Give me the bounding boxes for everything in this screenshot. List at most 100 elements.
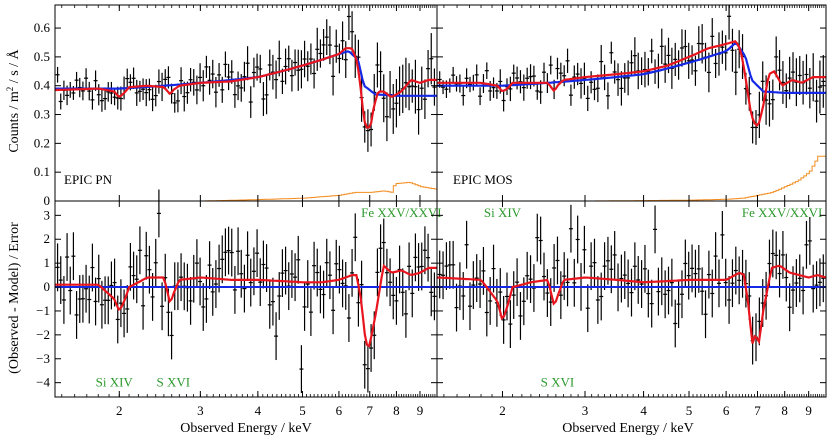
data-point: [188, 67, 193, 92]
data-point: [343, 41, 348, 79]
residual-point: [210, 267, 215, 316]
data-point: [337, 43, 342, 74]
residual-point: [817, 258, 822, 307]
labels-layer: Counts / m2 / s / Å (Observed - Model) /…: [5, 48, 694, 436]
x-tick-label: 3: [582, 403, 589, 418]
background-pn: [55, 181, 437, 202]
residual-point: [582, 225, 587, 274]
data-point: [365, 109, 370, 152]
residual-point: [429, 268, 434, 317]
residual-point: [419, 242, 424, 291]
panel-mos: Si XIV S XVI Fe XXV/XXVI: [437, 5, 826, 390]
residual-point: [194, 239, 199, 288]
residual-point: [248, 258, 253, 307]
residual-point: [169, 311, 174, 360]
data-point: [299, 50, 304, 89]
residual-point: [716, 259, 721, 308]
residuals-pn: [55, 189, 437, 393]
data-point: [649, 38, 654, 64]
residual-point: [784, 253, 789, 302]
residual-point: [622, 251, 627, 300]
data-point: [432, 68, 437, 106]
data-point: [106, 82, 111, 102]
residual-point: [589, 242, 594, 291]
residual-point: [239, 249, 244, 298]
bottom-y-tick-label: −4: [36, 375, 50, 390]
residual-point: [71, 232, 76, 281]
data-point: [753, 110, 758, 145]
data-point: [508, 76, 513, 102]
data-point: [461, 85, 466, 106]
spectrum-pn: [55, 5, 437, 202]
residual-point: [770, 229, 775, 278]
residual-point: [264, 244, 269, 292]
data-point: [501, 89, 506, 112]
data-point: [312, 58, 317, 89]
residual-point: [811, 264, 816, 313]
data-point: [55, 66, 60, 83]
residual-point: [646, 269, 651, 318]
data-point: [245, 46, 250, 81]
residual-point: [207, 241, 212, 290]
top-ylabel: Counts / m2 / s / Å: [5, 48, 22, 152]
data-point: [767, 81, 772, 127]
residual-point: [696, 244, 701, 293]
residual-point: [258, 258, 263, 307]
data-point: [350, 11, 355, 53]
data-point: [690, 45, 695, 75]
residual-point: [511, 271, 516, 320]
residual-point: [441, 251, 446, 300]
x-tick-label: 9: [417, 403, 424, 418]
data-point: [609, 41, 614, 64]
residual-point: [422, 226, 427, 275]
data-point: [264, 75, 269, 115]
residual-point: [609, 245, 614, 294]
residual-point: [727, 276, 732, 324]
data-point: [733, 49, 738, 96]
data-point: [315, 27, 320, 71]
residual-point: [337, 245, 342, 294]
data-point: [568, 84, 573, 106]
x-tick-label: 7: [754, 403, 761, 418]
x-tick-label: 5: [686, 403, 693, 418]
data-point: [710, 18, 715, 55]
residual-point: [467, 282, 472, 331]
residual-point: [686, 251, 691, 300]
residual-point: [562, 252, 567, 300]
data-point: [274, 60, 279, 99]
data-point: [622, 63, 627, 93]
data-point: [410, 69, 415, 103]
data-point: [204, 55, 209, 78]
data-point: [429, 33, 434, 85]
data-point: [394, 79, 399, 128]
residual-point: [84, 264, 89, 313]
residual-point: [394, 276, 399, 325]
data-point: [558, 62, 563, 84]
residual-point: [331, 286, 336, 335]
residual-point: [690, 244, 695, 293]
residual-point: [150, 273, 155, 321]
data-point: [258, 54, 263, 84]
residual-point: [437, 250, 442, 299]
residual-point: [128, 242, 133, 291]
data-point: [720, 30, 725, 64]
residual-point: [365, 344, 370, 393]
residual-point: [308, 288, 313, 337]
residual-point: [204, 275, 209, 323]
top-y-tick-label: 0: [44, 193, 51, 208]
data-point: [321, 29, 326, 61]
data-point: [217, 63, 222, 87]
residual-point: [324, 238, 329, 287]
data-point: [156, 69, 161, 94]
residual-point: [289, 250, 294, 298]
residual-point: [55, 243, 60, 292]
data-point: [201, 70, 206, 102]
data-point: [74, 71, 79, 89]
residual-point: [498, 268, 503, 316]
data-point: [375, 42, 380, 88]
data-point: [80, 81, 85, 101]
x-tick-label: 5: [299, 403, 306, 418]
data-point: [172, 93, 177, 113]
data-point: [565, 48, 570, 74]
data-point: [223, 51, 228, 78]
